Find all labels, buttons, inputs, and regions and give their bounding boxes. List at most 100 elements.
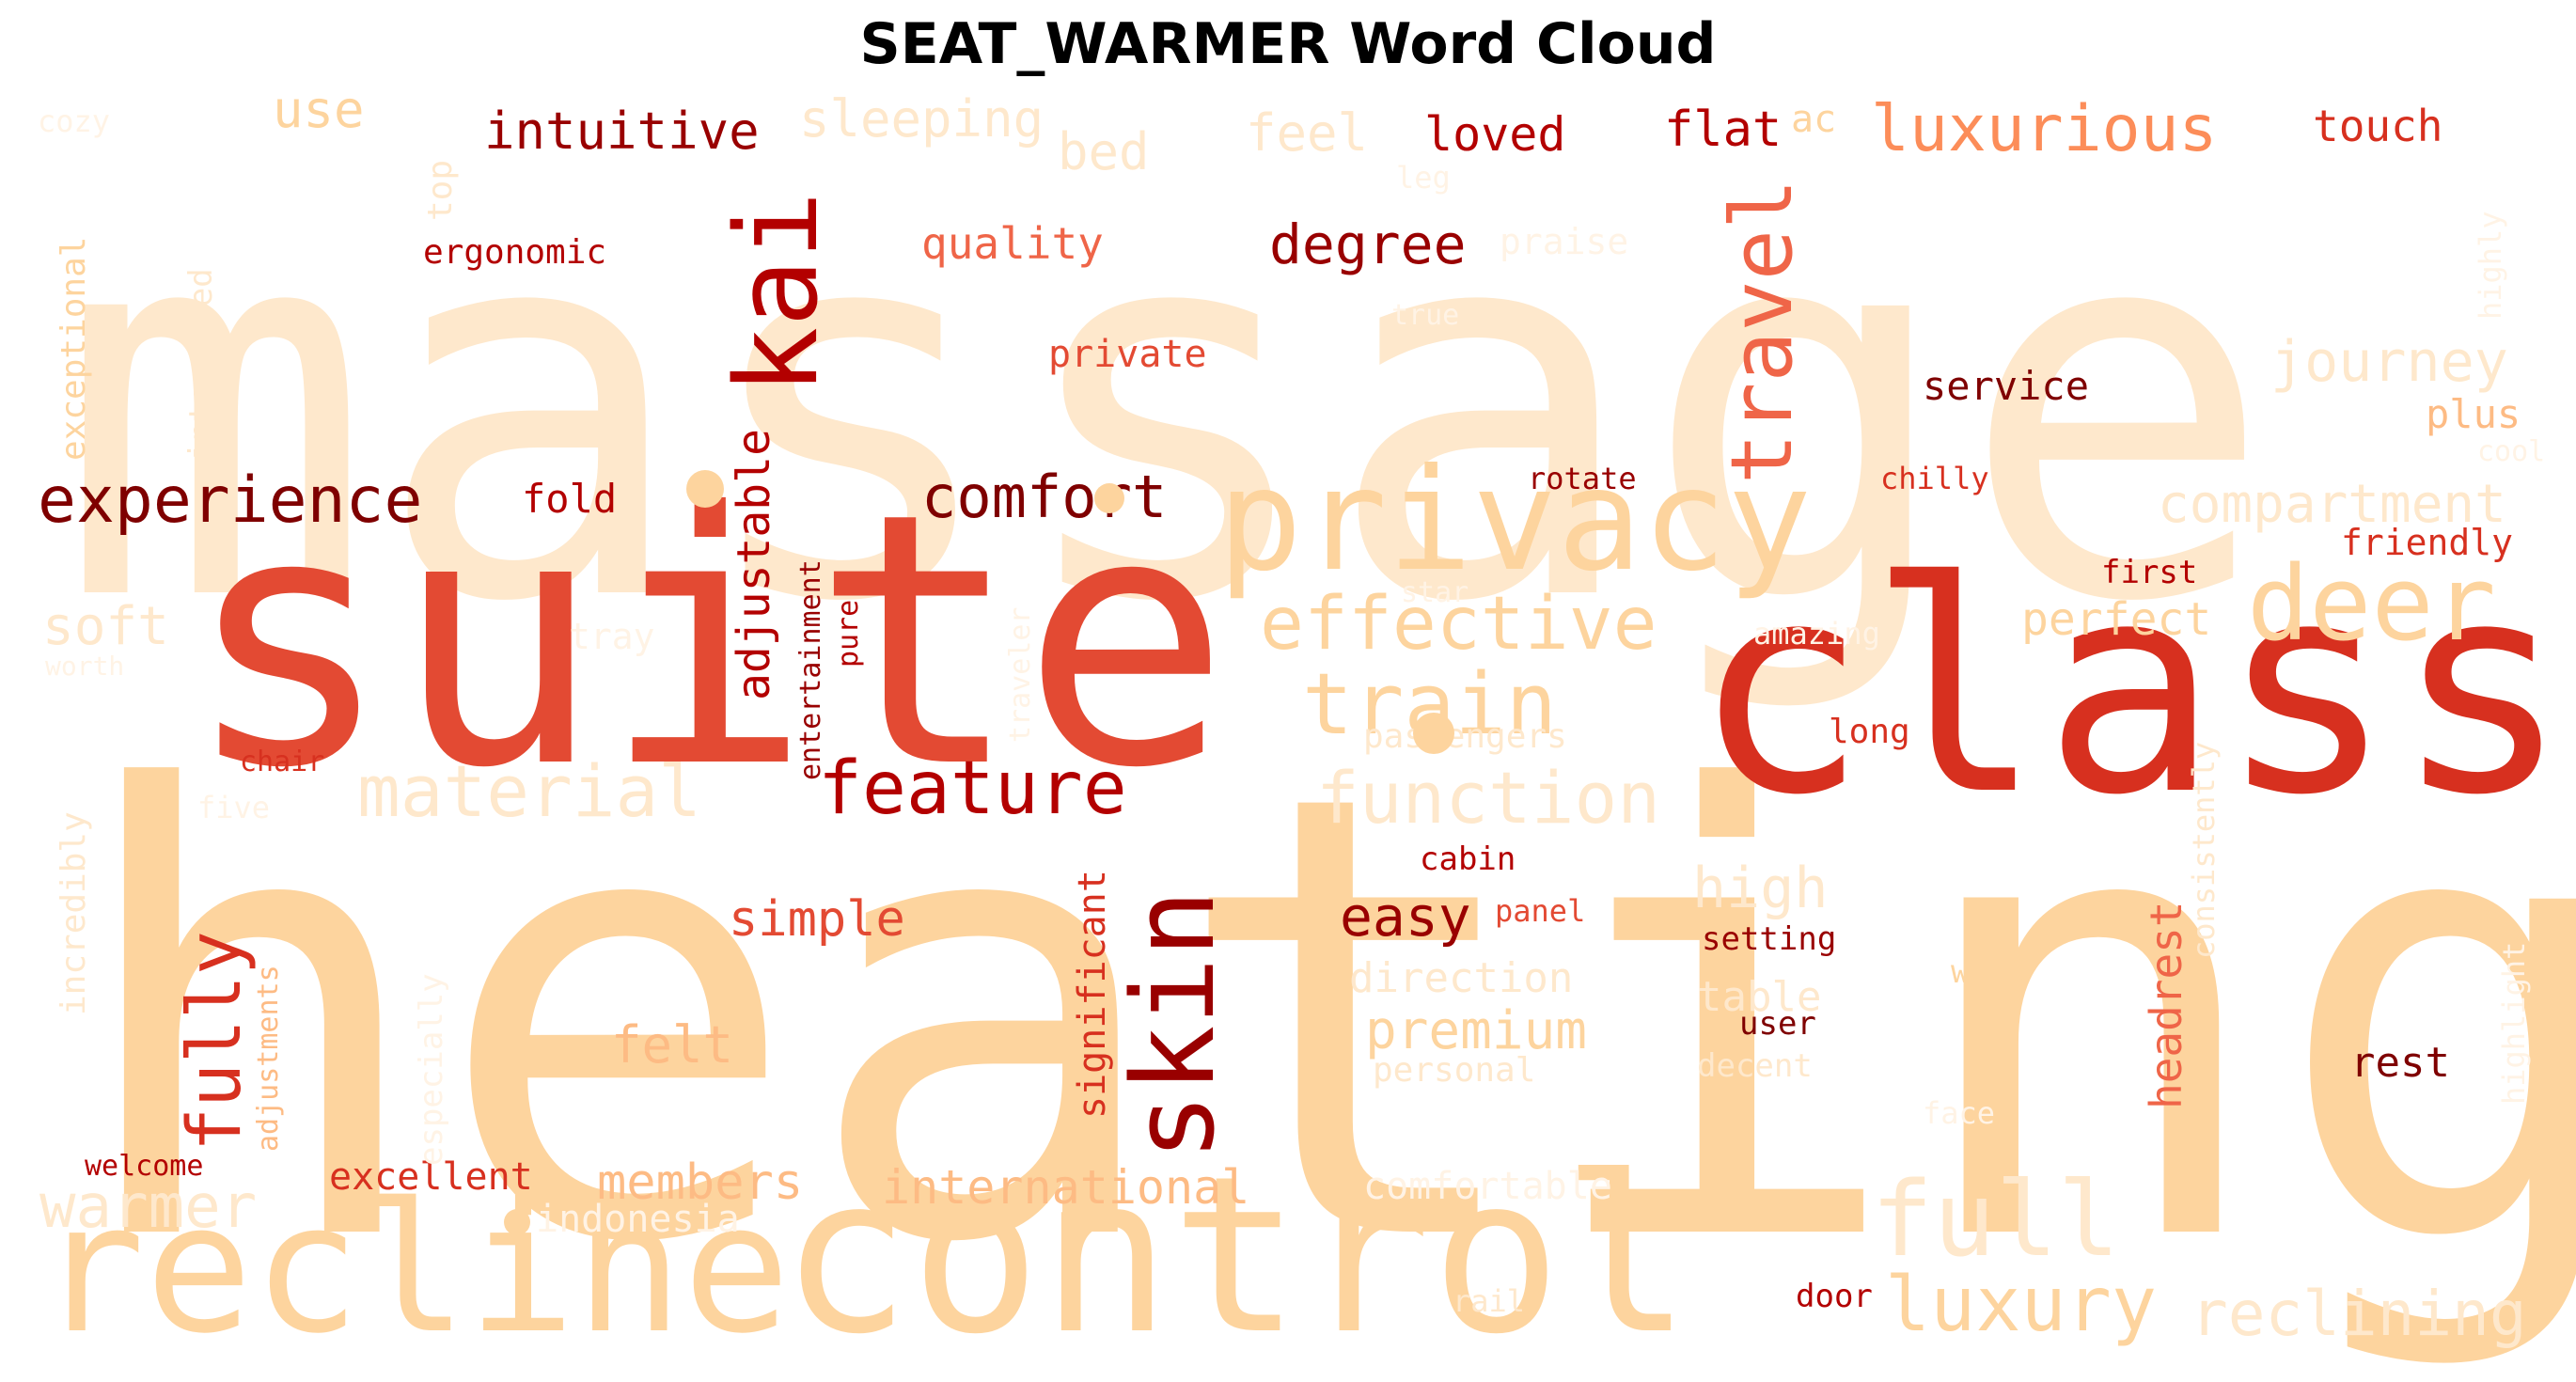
word-soft: soft <box>42 596 169 657</box>
word-incredibly: incredibly <box>55 811 93 1015</box>
word-warmer: warmer <box>39 1172 257 1242</box>
word-cozy: cozy <box>38 103 110 139</box>
word-deer: deer <box>2247 543 2496 664</box>
cloud-dot <box>504 1209 530 1235</box>
word-comfortable: comfortable <box>1363 1165 1612 1208</box>
word-rail: rail <box>1453 1283 1525 1319</box>
word-face: face <box>1923 1095 1995 1131</box>
word-table: table <box>1697 973 1821 1021</box>
word-amazing: amazing <box>1753 616 1880 652</box>
word-decent: decent <box>1697 1047 1813 1085</box>
word-user: user <box>1739 1005 1816 1043</box>
word-effective: effective <box>1260 582 1657 667</box>
chart-title: SEAT_WARMER Word Cloud <box>859 11 1717 77</box>
word-use: use <box>273 80 365 139</box>
word-worth: worth <box>45 651 124 682</box>
word-passengers: passengers <box>1363 717 1567 756</box>
cloud-dot <box>1094 483 1124 513</box>
word-true: true <box>1391 299 1459 332</box>
word-indonesia: indonesia <box>536 1198 740 1241</box>
word-direction: direction <box>1349 954 1573 1002</box>
word-first: first <box>2101 554 2197 591</box>
word-skin: skin <box>1109 889 1240 1161</box>
cloud-dot <box>686 470 724 508</box>
word-ergonomic: ergonomic <box>423 233 606 272</box>
word-headrest: headrest <box>2141 901 2191 1109</box>
word-praise: praise <box>1500 221 1628 262</box>
word-touch: touch <box>2313 101 2442 151</box>
word-highlight: highlight <box>2496 942 2532 1105</box>
word-full: full <box>1871 1159 2120 1280</box>
word-panel: panel <box>1495 893 1585 929</box>
word-perfect: perfect <box>2021 593 2211 646</box>
word-experience: experience <box>38 463 422 538</box>
word-highly: highly <box>2473 211 2508 320</box>
word-adjustable: adjustable <box>728 429 780 700</box>
word-flat: flat <box>1664 102 1782 158</box>
word-long: long <box>1829 713 1910 751</box>
word-cabin: cabin <box>1420 840 1516 878</box>
word-travel: travel <box>1713 179 1812 484</box>
word-privacy: privacy <box>1217 439 1812 603</box>
word-pure: pure <box>832 600 865 667</box>
word-premium: premium <box>1365 1000 1587 1061</box>
word-members: members <box>597 1154 803 1211</box>
word-chair: chair <box>240 746 324 778</box>
word-fold: fold <box>522 476 617 522</box>
word-especially: especially <box>413 973 450 1166</box>
word-excellent: excellent <box>329 1155 533 1199</box>
word-simple: simple <box>729 891 905 948</box>
word-felt: felt <box>611 1015 733 1075</box>
word-degree: degree <box>1269 212 1467 276</box>
word-leg: leg <box>1396 160 1451 196</box>
word-feel: feel <box>1246 103 1368 163</box>
word-material: material <box>357 749 701 833</box>
word-adjustments: adjustments <box>252 965 285 1152</box>
word-bed: bed <box>1058 122 1150 181</box>
word-friendly: friendly <box>2341 522 2513 563</box>
word-work: work <box>1951 953 2028 991</box>
word-consistently: consistently <box>2186 742 2222 959</box>
word-luxury: luxury <box>1885 1261 2157 1348</box>
word-entertainment: entertainment <box>794 559 827 780</box>
word-luxurious: luxurious <box>1871 92 2217 166</box>
word-chilly: chilly <box>1880 461 1989 496</box>
word-welcome: welcome <box>85 1150 203 1183</box>
word-class: class <box>1692 520 2569 859</box>
word-exceptional: exceptional <box>55 237 93 461</box>
word-recline: recline <box>38 1165 791 1373</box>
word-loved: loved <box>1424 107 1566 162</box>
word-significant: significant <box>1071 870 1114 1119</box>
word-tray: tray <box>569 616 655 657</box>
word-personal: personal <box>1373 1051 1535 1090</box>
word-fully: fully <box>173 931 258 1152</box>
word-function: function <box>1316 756 1660 840</box>
word-traveler: traveler <box>1004 607 1037 744</box>
word-service: service <box>1923 363 2089 409</box>
word-star: star <box>1401 576 1469 609</box>
word-sleeping: sleeping <box>799 89 1044 149</box>
word-international: international <box>882 1160 1249 1215</box>
word-private: private <box>1048 333 1207 376</box>
word-ac: ac <box>1791 98 1836 141</box>
word-intuitive: intuitive <box>484 102 760 161</box>
word-control: control <box>780 1131 1691 1382</box>
word-integrated: integrated <box>182 268 220 461</box>
word-high: high <box>1692 856 1829 921</box>
word-kai: kai <box>713 191 843 395</box>
word-rotate: rotate <box>1528 461 1637 496</box>
word-feature: feature <box>818 746 1127 831</box>
word-journey: journey <box>2270 329 2508 395</box>
word-door: door <box>1796 1278 1873 1315</box>
word-heating: heating <box>66 666 2576 1376</box>
word-quality: quality <box>921 218 1104 269</box>
word-comfort: comfort <box>921 463 1167 531</box>
word-reclining: reclining <box>2191 1278 2527 1350</box>
word-easy: easy <box>1340 885 1471 949</box>
word-five: five <box>197 790 270 825</box>
word-rest: rest <box>2350 1039 2450 1087</box>
word-massage: massage <box>56 104 2275 717</box>
word-compartment: compartment <box>2158 474 2506 535</box>
cloud-dot <box>1413 713 1454 754</box>
